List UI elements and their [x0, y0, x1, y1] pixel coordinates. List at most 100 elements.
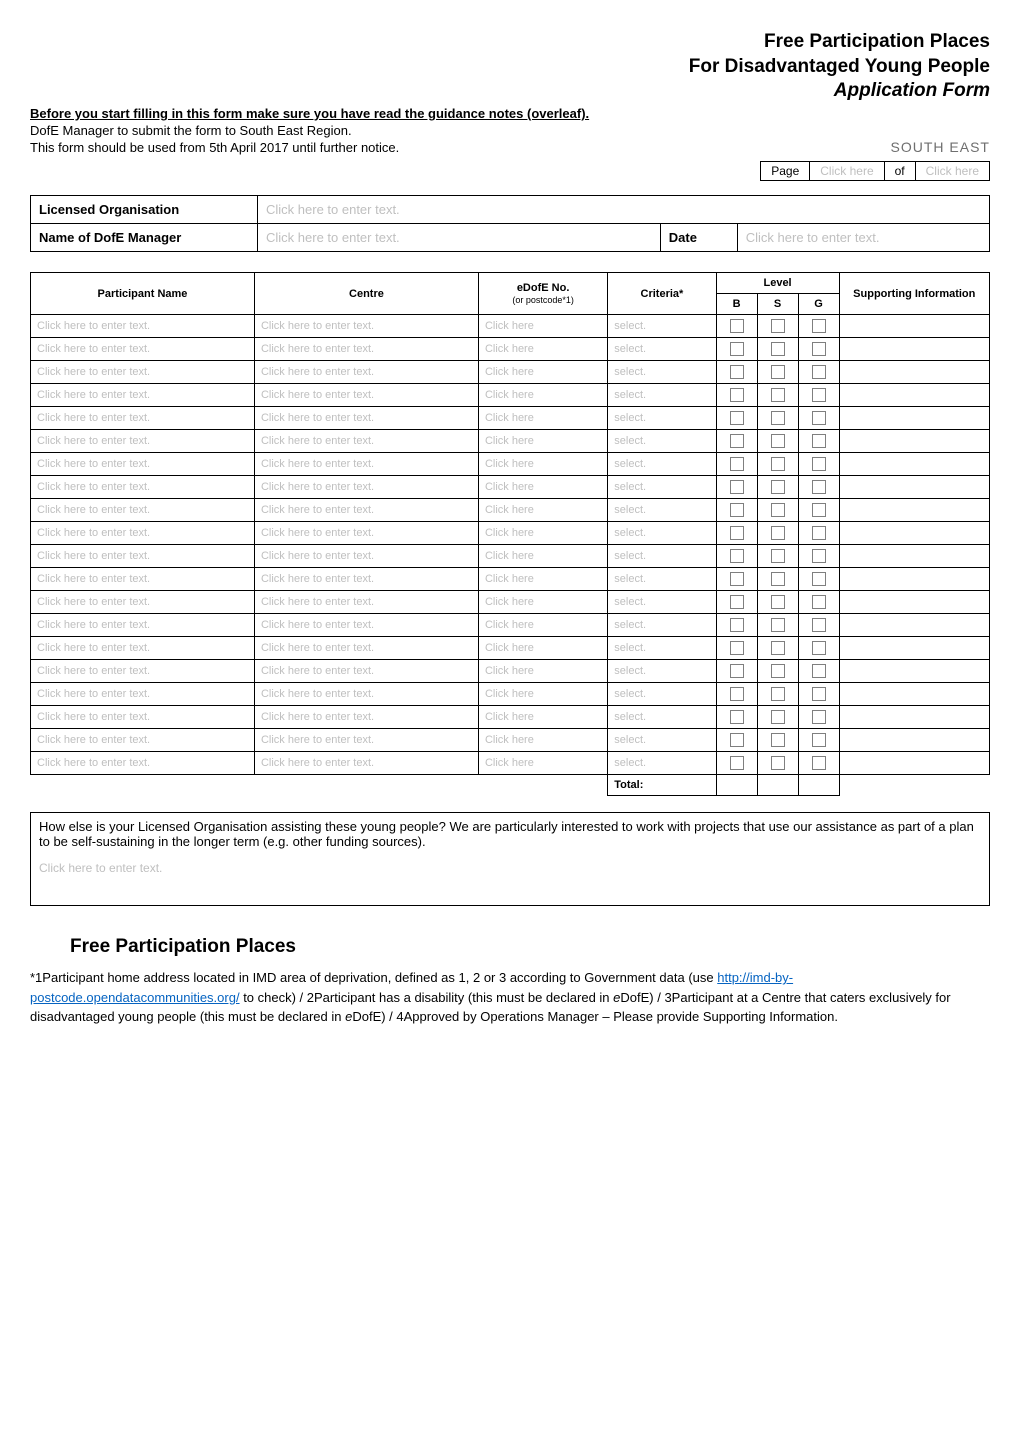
level-g-checkbox[interactable]	[798, 706, 839, 729]
level-b-checkbox[interactable]	[716, 430, 757, 453]
edofe-input[interactable]: Click here	[478, 453, 607, 476]
supporting-info-input[interactable]	[839, 591, 989, 614]
participant-name-input[interactable]: Click here to enter text.	[31, 338, 255, 361]
level-g-checkbox[interactable]	[798, 729, 839, 752]
level-s-checkbox[interactable]	[757, 522, 798, 545]
centre-input[interactable]: Click here to enter text.	[254, 522, 478, 545]
participant-name-input[interactable]: Click here to enter text.	[31, 591, 255, 614]
level-s-checkbox[interactable]	[757, 637, 798, 660]
edofe-input[interactable]: Click here	[478, 430, 607, 453]
criteria-select[interactable]: select.	[608, 706, 716, 729]
criteria-select[interactable]: select.	[608, 499, 716, 522]
level-b-checkbox[interactable]	[716, 522, 757, 545]
level-g-checkbox[interactable]	[798, 568, 839, 591]
level-g-checkbox[interactable]	[798, 545, 839, 568]
participant-name-input[interactable]: Click here to enter text.	[31, 430, 255, 453]
supporting-info-input[interactable]	[839, 660, 989, 683]
edofe-input[interactable]: Click here	[478, 315, 607, 338]
criteria-select[interactable]: select.	[608, 545, 716, 568]
edofe-input[interactable]: Click here	[478, 499, 607, 522]
centre-input[interactable]: Click here to enter text.	[254, 591, 478, 614]
edofe-input[interactable]: Click here	[478, 361, 607, 384]
level-g-checkbox[interactable]	[798, 476, 839, 499]
participant-name-input[interactable]: Click here to enter text.	[31, 568, 255, 591]
participant-name-input[interactable]: Click here to enter text.	[31, 637, 255, 660]
centre-input[interactable]: Click here to enter text.	[254, 660, 478, 683]
centre-input[interactable]: Click here to enter text.	[254, 614, 478, 637]
level-g-checkbox[interactable]	[798, 637, 839, 660]
participant-name-input[interactable]: Click here to enter text.	[31, 545, 255, 568]
centre-input[interactable]: Click here to enter text.	[254, 752, 478, 775]
level-s-checkbox[interactable]	[757, 752, 798, 775]
supporting-info-input[interactable]	[839, 407, 989, 430]
criteria-select[interactable]: select.	[608, 476, 716, 499]
centre-input[interactable]: Click here to enter text.	[254, 361, 478, 384]
supporting-info-input[interactable]	[839, 476, 989, 499]
level-g-checkbox[interactable]	[798, 660, 839, 683]
level-b-checkbox[interactable]	[716, 499, 757, 522]
centre-input[interactable]: Click here to enter text.	[254, 499, 478, 522]
supporting-info-input[interactable]	[839, 453, 989, 476]
level-s-checkbox[interactable]	[757, 683, 798, 706]
centre-input[interactable]: Click here to enter text.	[254, 453, 478, 476]
edofe-input[interactable]: Click here	[478, 407, 607, 430]
edofe-input[interactable]: Click here	[478, 637, 607, 660]
participant-name-input[interactable]: Click here to enter text.	[31, 499, 255, 522]
level-s-checkbox[interactable]	[757, 430, 798, 453]
level-b-checkbox[interactable]	[716, 568, 757, 591]
level-b-checkbox[interactable]	[716, 752, 757, 775]
level-s-checkbox[interactable]	[757, 453, 798, 476]
criteria-select[interactable]: select.	[608, 752, 716, 775]
licensed-org-input[interactable]: Click here to enter text.	[258, 196, 990, 224]
participant-name-input[interactable]: Click here to enter text.	[31, 752, 255, 775]
centre-input[interactable]: Click here to enter text.	[254, 476, 478, 499]
centre-input[interactable]: Click here to enter text.	[254, 706, 478, 729]
level-g-checkbox[interactable]	[798, 384, 839, 407]
supporting-info-input[interactable]	[839, 430, 989, 453]
level-s-checkbox[interactable]	[757, 361, 798, 384]
level-s-checkbox[interactable]	[757, 706, 798, 729]
supporting-info-input[interactable]	[839, 545, 989, 568]
centre-input[interactable]: Click here to enter text.	[254, 407, 478, 430]
supporting-info-input[interactable]	[839, 338, 989, 361]
participant-name-input[interactable]: Click here to enter text.	[31, 407, 255, 430]
participant-name-input[interactable]: Click here to enter text.	[31, 384, 255, 407]
level-g-checkbox[interactable]	[798, 752, 839, 775]
level-g-checkbox[interactable]	[798, 591, 839, 614]
edofe-input[interactable]: Click here	[478, 338, 607, 361]
level-g-checkbox[interactable]	[798, 430, 839, 453]
level-b-checkbox[interactable]	[716, 660, 757, 683]
supporting-info-input[interactable]	[839, 683, 989, 706]
participant-name-input[interactable]: Click here to enter text.	[31, 660, 255, 683]
level-b-checkbox[interactable]	[716, 453, 757, 476]
edofe-input[interactable]: Click here	[478, 614, 607, 637]
criteria-select[interactable]: select.	[608, 591, 716, 614]
level-b-checkbox[interactable]	[716, 729, 757, 752]
supporting-info-input[interactable]	[839, 568, 989, 591]
criteria-select[interactable]: select.	[608, 729, 716, 752]
criteria-select[interactable]: select.	[608, 614, 716, 637]
level-s-checkbox[interactable]	[757, 476, 798, 499]
criteria-select[interactable]: select.	[608, 637, 716, 660]
participant-name-input[interactable]: Click here to enter text.	[31, 453, 255, 476]
criteria-select[interactable]: select.	[608, 568, 716, 591]
level-g-checkbox[interactable]	[798, 683, 839, 706]
supporting-info-input[interactable]	[839, 522, 989, 545]
level-s-checkbox[interactable]	[757, 591, 798, 614]
level-g-checkbox[interactable]	[798, 614, 839, 637]
level-b-checkbox[interactable]	[716, 315, 757, 338]
edofe-input[interactable]: Click here	[478, 683, 607, 706]
level-s-checkbox[interactable]	[757, 384, 798, 407]
level-s-checkbox[interactable]	[757, 568, 798, 591]
level-g-checkbox[interactable]	[798, 522, 839, 545]
supporting-info-input[interactable]	[839, 752, 989, 775]
centre-input[interactable]: Click here to enter text.	[254, 338, 478, 361]
participant-name-input[interactable]: Click here to enter text.	[31, 476, 255, 499]
level-b-checkbox[interactable]	[716, 706, 757, 729]
supporting-info-input[interactable]	[839, 499, 989, 522]
level-b-checkbox[interactable]	[716, 338, 757, 361]
centre-input[interactable]: Click here to enter text.	[254, 545, 478, 568]
edofe-input[interactable]: Click here	[478, 729, 607, 752]
centre-input[interactable]: Click here to enter text.	[254, 729, 478, 752]
level-s-checkbox[interactable]	[757, 729, 798, 752]
